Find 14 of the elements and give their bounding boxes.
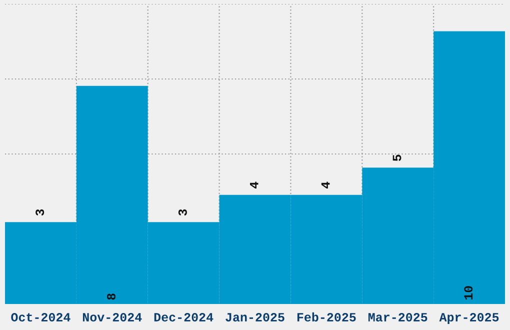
x-tick-label: Nov-2024 (82, 313, 142, 322)
x-tick-label: Oct-2024 (11, 313, 70, 322)
data-label: 5 (392, 154, 402, 161)
data-label: 8 (107, 294, 116, 300)
data-label: 4 (250, 182, 258, 188)
x-tick-label: Jan-2025 (226, 313, 284, 322)
x-tick-label: Mar-2025 (368, 313, 428, 322)
x-tick-label: Apr-2025 (439, 313, 499, 324)
data-label: 3 (36, 209, 44, 216)
x-tick-label: Feb-2025 (297, 312, 356, 322)
data-label: 3 (178, 209, 187, 216)
data-label: 4 (321, 182, 330, 188)
data-label: 10 (464, 286, 473, 300)
x-tick-label: Dec-2024 (154, 313, 214, 322)
